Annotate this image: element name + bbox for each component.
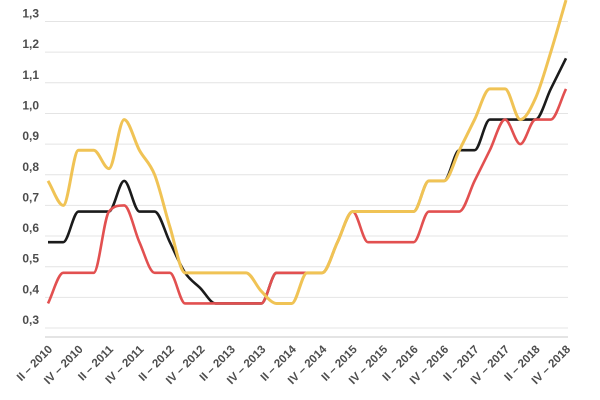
y-axis-tick-label: 1,2 [22,37,39,51]
y-axis-tick-label: 0,6 [22,221,39,235]
y-axis-tick-label: 1,0 [22,98,39,112]
y-axis-tick-label: 0,9 [22,129,39,143]
y-axis-tick-label: 1,1 [22,68,39,82]
y-axis-tick-label: 1,3 [22,7,39,21]
y-axis-tick-label: 0,8 [22,160,39,174]
y-axis-tick-label: 0,4 [22,282,39,296]
series-yellow-line [46,0,568,305]
y-axis-tick-label: 0,3 [22,313,39,327]
y-axis-tick-label: 0,7 [22,190,39,204]
y-axis-tick-label: 0,5 [22,252,39,266]
